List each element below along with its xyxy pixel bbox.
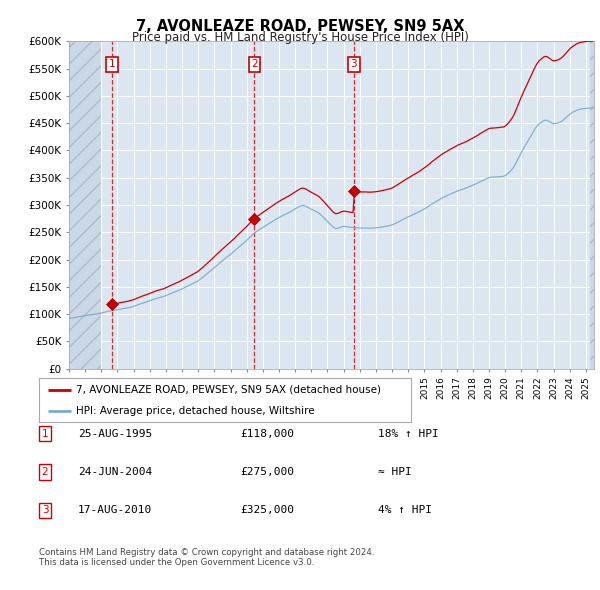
Text: ≈ HPI: ≈ HPI (378, 467, 412, 477)
Text: 17-AUG-2010: 17-AUG-2010 (78, 506, 152, 515)
Bar (69, 41, 101, 369)
Text: 24-JUN-2004: 24-JUN-2004 (78, 467, 152, 477)
Text: Contains HM Land Registry data © Crown copyright and database right 2024.
This d: Contains HM Land Registry data © Crown c… (39, 548, 374, 567)
Text: 7, AVONLEAZE ROAD, PEWSEY, SN9 5AX: 7, AVONLEAZE ROAD, PEWSEY, SN9 5AX (136, 19, 464, 34)
Text: 3: 3 (350, 59, 357, 69)
Text: 1: 1 (41, 429, 49, 438)
Text: 3: 3 (41, 506, 49, 515)
Text: £275,000: £275,000 (240, 467, 294, 477)
Text: £325,000: £325,000 (240, 506, 294, 515)
Text: £118,000: £118,000 (240, 429, 294, 438)
Text: Price paid vs. HM Land Registry's House Price Index (HPI): Price paid vs. HM Land Registry's House … (131, 31, 469, 44)
Text: 4% ↑ HPI: 4% ↑ HPI (378, 506, 432, 515)
Text: 7, AVONLEAZE ROAD, PEWSEY, SN9 5AX (detached house): 7, AVONLEAZE ROAD, PEWSEY, SN9 5AX (deta… (76, 385, 381, 395)
Bar (590, 41, 594, 369)
Text: 25-AUG-1995: 25-AUG-1995 (78, 429, 152, 438)
Text: 2: 2 (251, 59, 258, 69)
Text: HPI: Average price, detached house, Wiltshire: HPI: Average price, detached house, Wilt… (76, 407, 315, 416)
Text: 18% ↑ HPI: 18% ↑ HPI (378, 429, 439, 438)
Text: 1: 1 (109, 59, 115, 69)
Text: 2: 2 (41, 467, 49, 477)
